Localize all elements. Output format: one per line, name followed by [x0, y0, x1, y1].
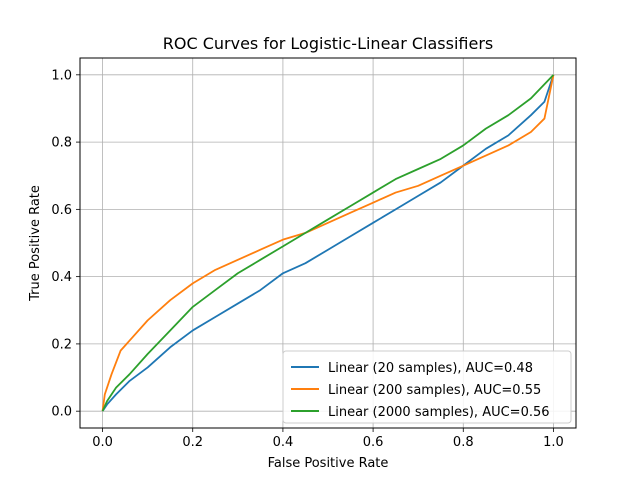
- series-line-3: [101, 74, 555, 412]
- legend-label-1: Linear (20 samples), AUC=0.48: [328, 361, 533, 376]
- x-tick-label: 0.4: [273, 435, 294, 450]
- y-tick-label: 0.8: [51, 136, 72, 151]
- plot-frame: [79, 57, 577, 429]
- y-tick-label: 0.0: [51, 405, 72, 420]
- legend-label-3: Linear (2000 samples), AUC=0.56: [328, 405, 550, 420]
- y-axis-label: True Positive Rate: [28, 185, 43, 302]
- x-tick-label: 0.0: [92, 435, 113, 450]
- ticks: 0.0 0.2 0.4 0.6 0.8 1.0 0.0 0.2 0.4 0.6 0.8 1.0: [51, 68, 563, 450]
- x-tick-label: 0.8: [453, 435, 474, 450]
- legend: Linear (20 samples), AUC=0.48 Linear (200…: [282, 350, 572, 424]
- grid: [80, 58, 576, 428]
- x-tick-label: 0.6: [363, 435, 384, 450]
- x-tick-label: 1.0: [543, 435, 564, 450]
- series-lines: [101, 74, 555, 412]
- y-tick-label: 0.4: [51, 270, 72, 285]
- legend-label-2: Linear (200 samples), AUC=0.55: [328, 383, 541, 398]
- chart-title: ROC Curves for Logistic-Linear Classifie…: [163, 34, 494, 53]
- x-tick-label: 0.2: [182, 435, 203, 450]
- x-axis-label: False Positive Rate: [268, 456, 389, 471]
- y-tick-label: 1.0: [51, 68, 72, 83]
- y-tick-label: 0.2: [51, 337, 72, 352]
- legend-box: [282, 350, 572, 424]
- y-tick-label: 0.6: [51, 203, 72, 218]
- series-line-1: [101, 74, 555, 412]
